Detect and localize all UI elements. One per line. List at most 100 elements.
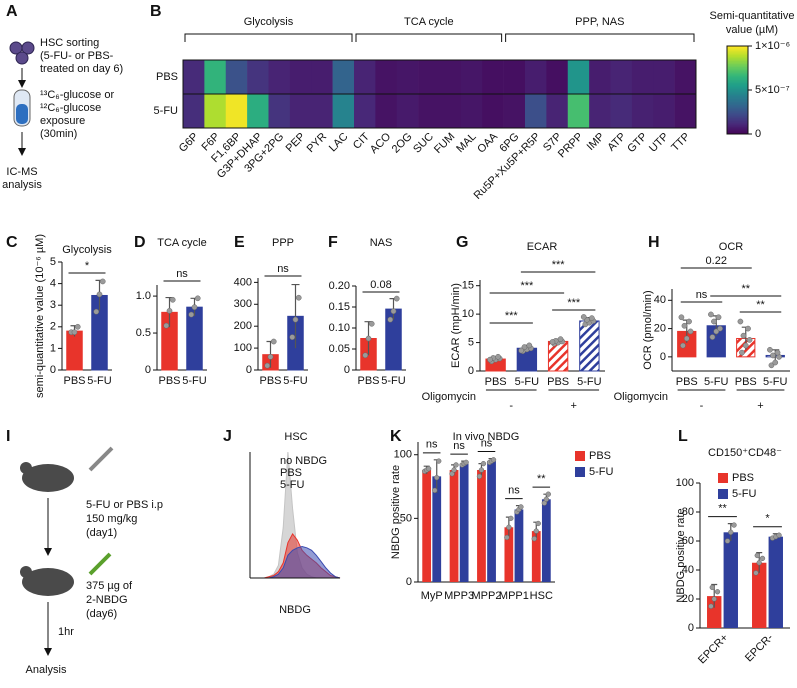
colorbar-step bbox=[727, 85, 748, 88]
y-axis-label: OCR (pmol/min) bbox=[642, 290, 654, 369]
data-point bbox=[737, 318, 744, 325]
column-label: SUC bbox=[411, 131, 436, 156]
heat-cell bbox=[503, 94, 526, 128]
data-point bbox=[518, 347, 525, 354]
data-point bbox=[163, 322, 170, 329]
colorbar-step bbox=[727, 56, 748, 59]
bar bbox=[422, 470, 432, 582]
colorbar-step bbox=[727, 75, 748, 78]
chart-title: HSC bbox=[284, 431, 307, 443]
heat-cell bbox=[610, 60, 633, 94]
x-tick-label: PBS bbox=[547, 376, 569, 388]
step-text: HSC sorting bbox=[40, 37, 99, 49]
y-tick-label: 0.10 bbox=[329, 322, 350, 334]
colorbar-step bbox=[727, 87, 748, 90]
data-point bbox=[476, 473, 483, 480]
colorbar-step bbox=[727, 98, 748, 101]
chart-title: CD150⁺CD48⁻ bbox=[708, 447, 782, 459]
colorbar-step bbox=[727, 109, 748, 112]
x-tick-label: 5-FU bbox=[87, 375, 112, 387]
x-tick-label: PBS bbox=[676, 376, 698, 388]
y-tick-label: 5 bbox=[468, 336, 474, 348]
data-point bbox=[99, 278, 106, 285]
colorbar-step bbox=[727, 125, 748, 128]
panel-label: D bbox=[134, 234, 146, 251]
column-label: UTP bbox=[647, 131, 671, 155]
colorbar-step bbox=[727, 50, 748, 53]
data-point bbox=[169, 296, 176, 303]
x-tick-label: 5-FU bbox=[182, 375, 207, 387]
data-point bbox=[770, 352, 776, 359]
colorbar-step bbox=[727, 69, 748, 72]
colorbar-step bbox=[727, 82, 748, 85]
group-value: + bbox=[757, 400, 763, 412]
significance-label: ** bbox=[537, 473, 546, 485]
data-point bbox=[708, 603, 714, 609]
data-point bbox=[93, 308, 100, 315]
step-text: treated on day 6) bbox=[40, 63, 123, 75]
legend-swatch bbox=[575, 451, 585, 461]
data-point bbox=[393, 295, 400, 302]
colorbar-step bbox=[727, 84, 748, 87]
data-point bbox=[756, 560, 762, 566]
data-point bbox=[526, 342, 533, 349]
panel-label: B bbox=[150, 3, 162, 20]
colorbar-step bbox=[727, 100, 748, 103]
colorbar-step bbox=[727, 79, 748, 82]
group-bracket bbox=[355, 33, 503, 42]
significance-label: ns bbox=[176, 268, 188, 280]
x-tick-label: PBS bbox=[485, 376, 507, 388]
colorbar-step bbox=[727, 112, 748, 114]
heat-cell bbox=[183, 60, 205, 94]
panel-label: A bbox=[6, 3, 18, 20]
row-label: 5-FU bbox=[154, 105, 179, 117]
colorbar-step bbox=[727, 66, 748, 69]
heat-cell bbox=[375, 60, 398, 94]
data-point bbox=[504, 534, 510, 541]
heat-cell bbox=[482, 60, 504, 94]
colorbar-step bbox=[727, 48, 748, 51]
colorbar-step bbox=[727, 57, 748, 60]
legend-label: PBS bbox=[280, 467, 302, 479]
y-tick-label: 0 bbox=[246, 364, 252, 376]
y-tick-label: 15 bbox=[462, 280, 474, 292]
colorbar-step bbox=[727, 81, 748, 84]
error-bar bbox=[291, 283, 300, 349]
x-tick-label: 5-FU bbox=[515, 376, 540, 388]
step-text: 2-NBDG bbox=[86, 594, 128, 606]
x-tick-label: MPP2 bbox=[472, 590, 502, 602]
x-tick-label: EPCR+ bbox=[696, 632, 731, 667]
heat-cell bbox=[396, 94, 419, 128]
panel-label: L bbox=[678, 428, 688, 445]
colorbar-step bbox=[727, 113, 748, 116]
mouse-ear bbox=[20, 462, 32, 474]
bar bbox=[186, 306, 203, 371]
heat-cell bbox=[183, 94, 205, 128]
x-tick-label: MyP bbox=[421, 590, 443, 602]
heat-cell bbox=[418, 94, 440, 128]
y-tick-label: 0.05 bbox=[329, 343, 350, 355]
colorbar-step bbox=[727, 123, 748, 126]
colorbar-step bbox=[727, 92, 748, 95]
data-point bbox=[480, 460, 487, 467]
colorbar-step bbox=[727, 68, 748, 70]
data-point bbox=[463, 459, 469, 466]
step-text: 5-FU or PBS i.p bbox=[86, 499, 163, 511]
legend-label: 5-FU bbox=[280, 479, 305, 491]
heat-cell bbox=[439, 94, 462, 128]
bar bbox=[579, 320, 600, 372]
column-label: G6P bbox=[177, 131, 201, 155]
bar bbox=[487, 461, 496, 582]
x-tick-label: 5-FU bbox=[283, 375, 308, 387]
panel-label: J bbox=[223, 428, 232, 445]
significance-label: ns bbox=[277, 263, 289, 275]
chart-title: PPP bbox=[272, 237, 294, 249]
data-point bbox=[188, 311, 195, 318]
data-point bbox=[745, 325, 751, 332]
significance-label: *** bbox=[505, 310, 519, 322]
data-point bbox=[739, 349, 745, 356]
legend-label: no NBDG bbox=[280, 455, 327, 467]
step-text: 150 mg/kg bbox=[86, 513, 137, 525]
step-text: (30min) bbox=[40, 128, 77, 140]
bar bbox=[541, 499, 551, 582]
